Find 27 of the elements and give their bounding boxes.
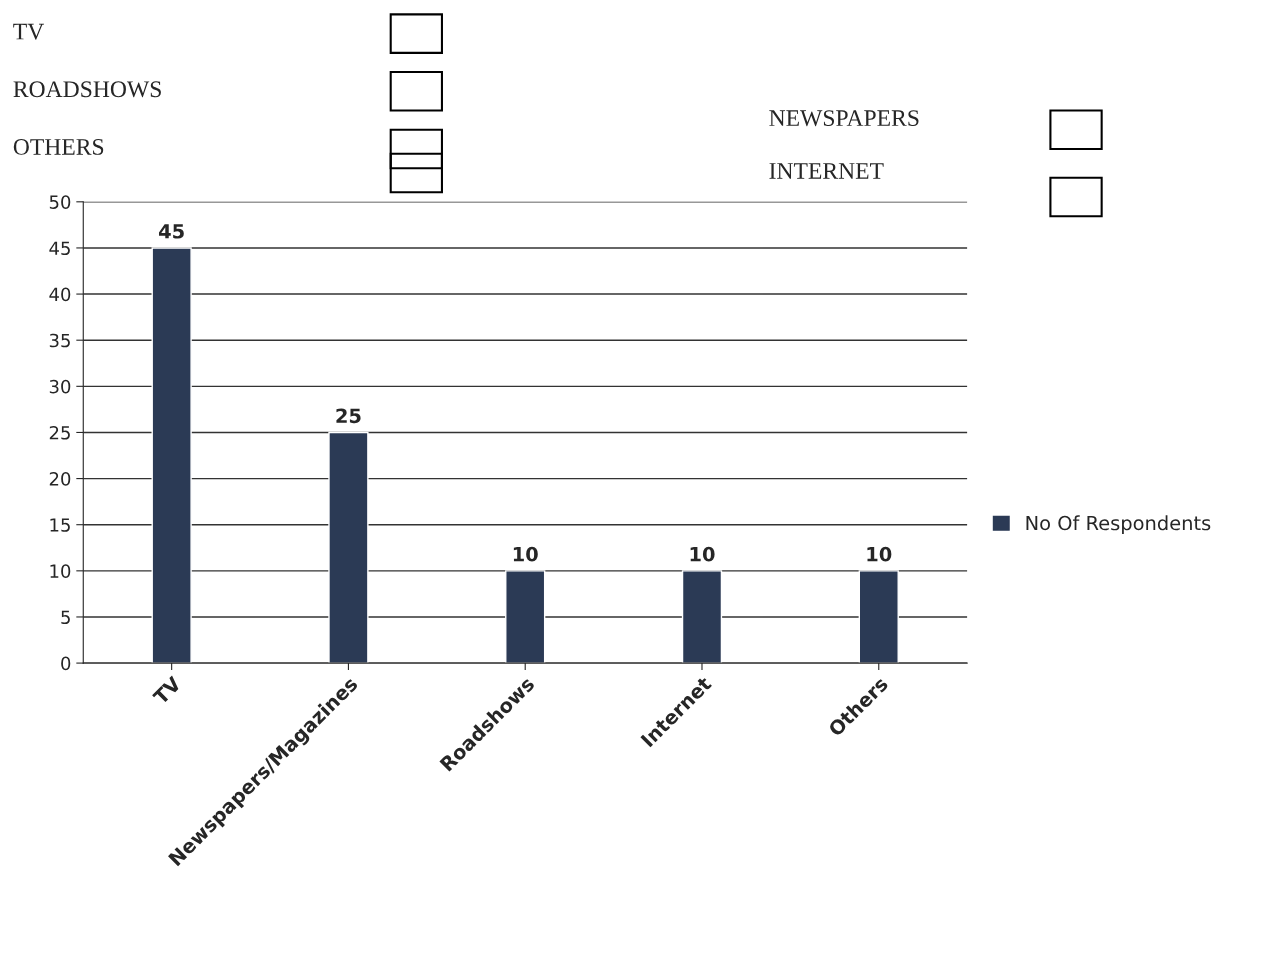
y-tick-label: 10 xyxy=(50,564,71,578)
bar xyxy=(858,570,899,664)
data-label: 10 xyxy=(690,546,715,562)
y-tick-label: 30 xyxy=(49,379,71,394)
data-label: 25 xyxy=(336,408,361,424)
bar xyxy=(328,431,369,664)
y-tick-label: 0 xyxy=(61,656,71,671)
y-tick-label: 15 xyxy=(50,518,70,532)
bar xyxy=(681,570,723,664)
data-label: 10 xyxy=(513,546,538,562)
y-tick-label: 40 xyxy=(49,287,71,302)
y-tick-label: 35 xyxy=(49,333,70,348)
data-label: 10 xyxy=(867,546,892,562)
y-tick-label: 50 xyxy=(49,195,71,209)
text: OTHERS xyxy=(13,139,104,155)
y-tick-label: 20 xyxy=(49,472,71,486)
legend-label: No Of Respondents xyxy=(1026,515,1211,535)
text: TV xyxy=(13,23,45,40)
data-label: 45 xyxy=(159,224,184,239)
y-tick-label: 45 xyxy=(49,241,70,256)
y-tick-label: 5 xyxy=(61,610,70,625)
bar xyxy=(151,247,192,664)
y-tick-label: 25 xyxy=(49,425,70,440)
bar xyxy=(505,570,546,664)
text: NEWSPAPERS xyxy=(769,110,919,127)
text: ROADSHOWS xyxy=(13,81,161,98)
text: INTERNET xyxy=(769,163,884,179)
